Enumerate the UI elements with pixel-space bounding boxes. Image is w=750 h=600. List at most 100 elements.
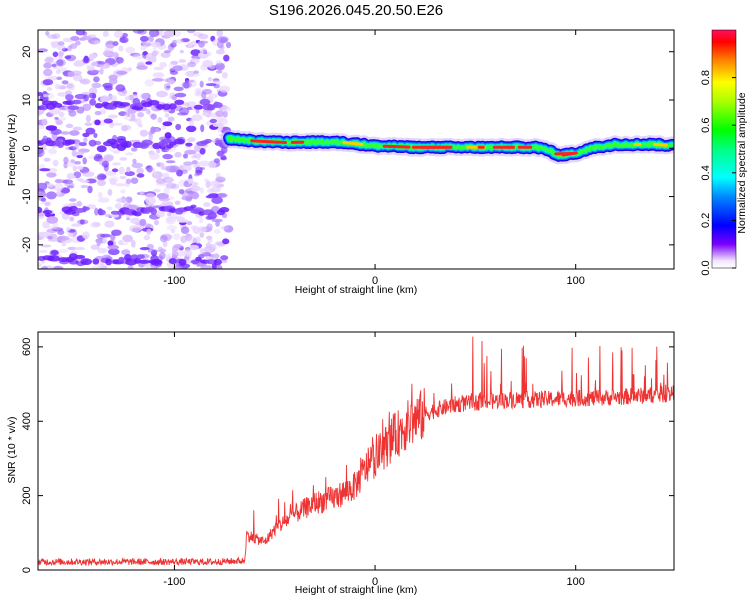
noise-blob <box>164 132 172 139</box>
noise-blob <box>94 110 102 116</box>
noise-blob <box>184 149 197 155</box>
noise-blob <box>166 253 171 260</box>
noise-blob <box>195 166 203 174</box>
noise-blob <box>56 179 69 184</box>
noise-blob <box>51 33 61 39</box>
noise-blob <box>165 165 177 173</box>
noise-blob <box>157 117 163 123</box>
noise-blob <box>162 153 173 160</box>
noise-band-blob <box>136 254 145 260</box>
noise-blob <box>132 30 145 34</box>
noise-blob <box>181 102 191 107</box>
noise-blob <box>71 223 82 227</box>
noise-blob <box>51 227 64 232</box>
noise-blob <box>183 81 190 89</box>
noise-blob <box>212 180 220 187</box>
noise-blob <box>206 188 216 193</box>
noise-band-blob <box>68 253 78 261</box>
noise-blob <box>152 78 164 82</box>
noise-blob <box>52 265 64 269</box>
noise-blob <box>156 162 165 168</box>
noise-blob <box>152 72 165 78</box>
noise-blob <box>174 151 182 158</box>
noise-blob <box>91 62 99 67</box>
noise-blob <box>130 239 136 248</box>
noise-blob <box>106 206 113 211</box>
noise-blob <box>168 196 175 200</box>
noise-blob <box>46 191 57 200</box>
noise-blob <box>193 70 200 75</box>
noise-blob <box>57 248 69 254</box>
spectrogram-y-label: Frequency (Hz) <box>6 114 18 186</box>
noise-blob <box>133 53 145 60</box>
noise-blob <box>187 178 193 185</box>
noise-blob <box>54 83 61 90</box>
noise-band-blob <box>78 142 87 147</box>
noise-blob <box>46 183 54 188</box>
noise-blob <box>189 118 195 127</box>
noise-blob <box>104 213 111 218</box>
noise-band-blob <box>173 138 185 145</box>
noise-blob <box>160 52 171 58</box>
noise-blob <box>113 30 124 38</box>
noise-band-blob <box>185 142 193 147</box>
spectrogram-x-label: Height of straight line (km) <box>295 284 418 296</box>
noise-blob <box>39 168 51 172</box>
noise-blob <box>151 50 158 57</box>
noise-blob <box>109 178 117 186</box>
noise-blob <box>140 40 145 46</box>
noise-blob <box>223 54 230 62</box>
colorbar-tick-label: 0.2 <box>700 213 712 228</box>
noise-blob <box>220 156 228 161</box>
noise-blob <box>205 180 211 189</box>
noise-blob <box>68 232 74 237</box>
noise-blob <box>99 174 107 180</box>
noise-blob <box>94 119 101 126</box>
noise-blob <box>198 40 205 48</box>
noise-blob <box>108 248 120 256</box>
noise-blob <box>68 146 77 151</box>
noise-blob <box>93 132 98 138</box>
noise-blob <box>68 110 77 117</box>
noise-blob <box>118 45 124 52</box>
noise-blob <box>195 236 201 244</box>
spectrogram-image <box>38 30 674 269</box>
spectrogram-y-tick-label: 20 <box>21 46 33 58</box>
noise-blob <box>70 159 75 164</box>
noise-band-blob <box>199 98 211 106</box>
noise-blob <box>179 49 184 54</box>
noise-blob <box>38 262 42 268</box>
noise-blob <box>101 160 110 168</box>
noise-blob <box>56 76 63 81</box>
noise-blob <box>74 247 86 251</box>
noise-band-blob <box>57 141 64 149</box>
noise-blob <box>199 232 205 238</box>
noise-blob <box>118 166 125 175</box>
noise-blob <box>118 242 129 246</box>
noise-blob <box>175 123 182 131</box>
noise-blob <box>170 228 176 234</box>
noise-blob <box>162 240 168 248</box>
noise-blob <box>161 125 167 130</box>
noise-band-blob <box>119 102 131 107</box>
noise-blob <box>220 259 228 264</box>
noise-blob <box>58 111 65 118</box>
noise-blob <box>97 61 106 65</box>
noise-band-blob <box>204 138 212 144</box>
noise-blob <box>190 49 201 56</box>
noise-blob <box>199 248 205 253</box>
noise-blob <box>102 31 109 37</box>
noise-blob <box>57 92 69 97</box>
noise-blob <box>38 250 48 253</box>
noise-band-blob <box>220 255 229 261</box>
noise-blob <box>100 95 110 103</box>
noise-blob <box>207 238 213 243</box>
noise-blob <box>38 231 50 238</box>
noise-blob <box>172 39 177 45</box>
noise-blob <box>43 68 53 77</box>
noise-blob <box>213 253 220 259</box>
noise-blob <box>199 80 204 88</box>
noise-blob <box>129 217 140 224</box>
noise-blob <box>85 127 96 135</box>
noise-blob <box>166 212 172 216</box>
